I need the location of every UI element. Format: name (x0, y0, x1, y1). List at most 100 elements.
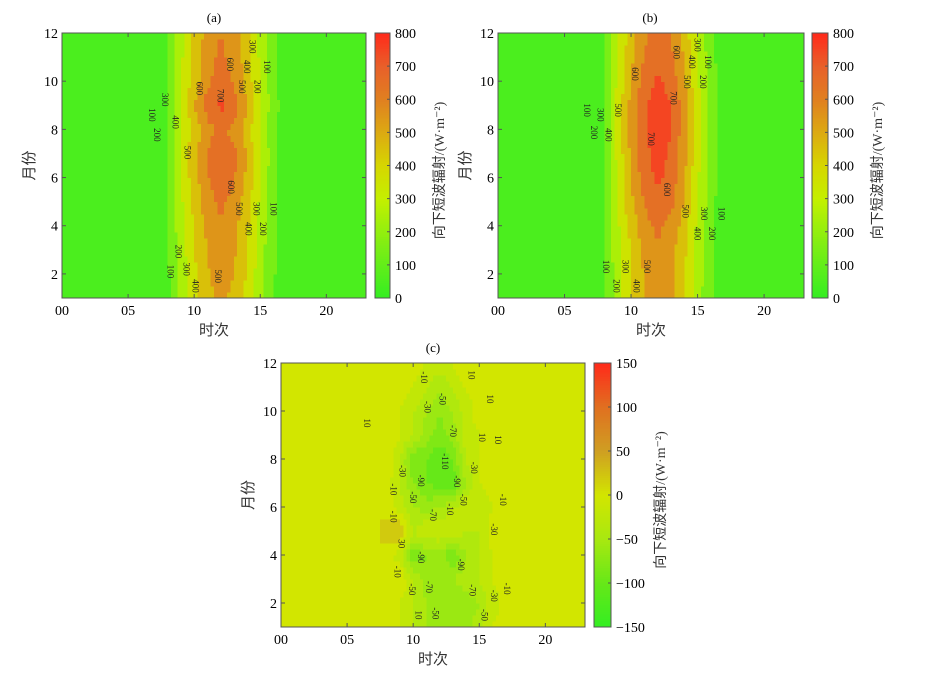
heatmap-cell (174, 171, 179, 179)
heatmap-cell (157, 165, 162, 173)
heatmap-cell (293, 135, 298, 143)
heatmap-cell (151, 93, 156, 100)
heatmap-cell (290, 261, 294, 269)
heatmap-cell (356, 135, 360, 143)
heatmap-cell (293, 153, 298, 161)
heatmap-cell (227, 111, 232, 118)
heatmap-cell (141, 195, 146, 203)
heatmap-cell (223, 189, 228, 197)
heatmap-cell (256, 171, 261, 179)
heatmap-cell (349, 261, 354, 269)
heatmap-cell (352, 195, 357, 203)
heatmap-cell (141, 237, 146, 245)
heatmap-cell (68, 201, 73, 209)
heatmap-cell (197, 117, 202, 124)
heatmap-cell (147, 147, 152, 155)
heatmap-cell (290, 147, 294, 155)
heatmap-cell (147, 231, 152, 239)
heatmap-cell (174, 213, 179, 221)
heatmap-cell (62, 249, 66, 257)
heatmap-cell (197, 225, 202, 233)
heatmap-cell (233, 255, 238, 263)
heatmap-cell (296, 165, 301, 173)
heatmap-cell (207, 171, 212, 179)
heatmap-cell (171, 183, 175, 191)
heatmap-cell (62, 105, 66, 112)
heatmap-cell (243, 249, 248, 257)
heatmap-cell (85, 249, 90, 257)
heatmap-cell (131, 141, 136, 149)
heatmap-cell (174, 207, 179, 215)
heatmap-cell (144, 171, 149, 179)
heatmap-cell (68, 171, 73, 179)
heatmap-cell (111, 249, 116, 257)
heatmap-cell (323, 255, 327, 263)
heatmap-cell (171, 267, 175, 275)
heatmap-cell (319, 105, 324, 112)
heatmap-cell (290, 267, 294, 275)
heatmap-cell (62, 261, 66, 269)
heatmap-cell (214, 93, 218, 100)
heatmap-cell (194, 129, 199, 136)
heatmap-cell (217, 261, 222, 269)
heatmap-cell (184, 189, 189, 197)
x-tick-label: 05 (121, 304, 135, 319)
heatmap-cell (88, 135, 93, 143)
heatmap-cell (124, 171, 129, 179)
heatmap-cell (253, 231, 258, 239)
heatmap-cell (62, 213, 66, 221)
heatmap-cell (336, 261, 341, 269)
heatmap-cell (220, 201, 225, 209)
heatmap-cell (250, 231, 255, 239)
heatmap-cell (256, 129, 261, 136)
heatmap-cell (88, 153, 93, 161)
heatmap-cell (190, 129, 195, 136)
heatmap-cell (167, 135, 172, 143)
heatmap-cell (280, 213, 284, 221)
heatmap-cell (111, 81, 116, 88)
heatmap-cell (65, 285, 70, 293)
heatmap-cell (151, 105, 156, 112)
heatmap-cell (161, 267, 166, 275)
heatmap-cell (141, 147, 146, 155)
heatmap-cell (247, 213, 251, 221)
heatmap-cell (171, 279, 175, 287)
heatmap-cell (62, 279, 66, 287)
heatmap-cell (256, 219, 261, 227)
heatmap-cell (104, 81, 109, 88)
heatmap-cell (280, 111, 284, 118)
heatmap-cell (151, 195, 156, 203)
heatmap-cell (207, 207, 212, 215)
heatmap-cell (85, 255, 90, 263)
heatmap-cell (154, 213, 159, 221)
heatmap-cell (270, 159, 275, 167)
heatmap-cell (81, 285, 86, 293)
heatmap-cell (128, 231, 132, 239)
heatmap-cell (164, 93, 169, 100)
heatmap-cell (260, 249, 265, 257)
heatmap-cell (250, 249, 255, 257)
heatmap-cell (293, 147, 298, 155)
heatmap-cell (131, 165, 136, 173)
heatmap-cell (118, 177, 123, 185)
heatmap-cell (91, 243, 96, 251)
heatmap-cell (352, 159, 357, 167)
heatmap-cell (161, 279, 166, 287)
heatmap-cell (349, 111, 354, 118)
heatmap-cell (62, 243, 66, 251)
heatmap-cell (256, 213, 261, 221)
heatmap-cell (237, 177, 242, 185)
heatmap-cell (65, 195, 70, 203)
heatmap-cell (124, 147, 129, 155)
heatmap-cell (81, 141, 86, 149)
heatmap-cell (91, 177, 96, 185)
heatmap-cell (190, 183, 195, 191)
heatmap-cell (336, 129, 341, 136)
heatmap-cell (260, 189, 265, 197)
heatmap-cell (68, 207, 73, 215)
heatmap-cell (280, 183, 284, 191)
heatmap-cell (217, 183, 222, 191)
heatmap-cell (95, 255, 99, 263)
heatmap-cell (157, 291, 162, 299)
heatmap-cell (200, 279, 205, 287)
